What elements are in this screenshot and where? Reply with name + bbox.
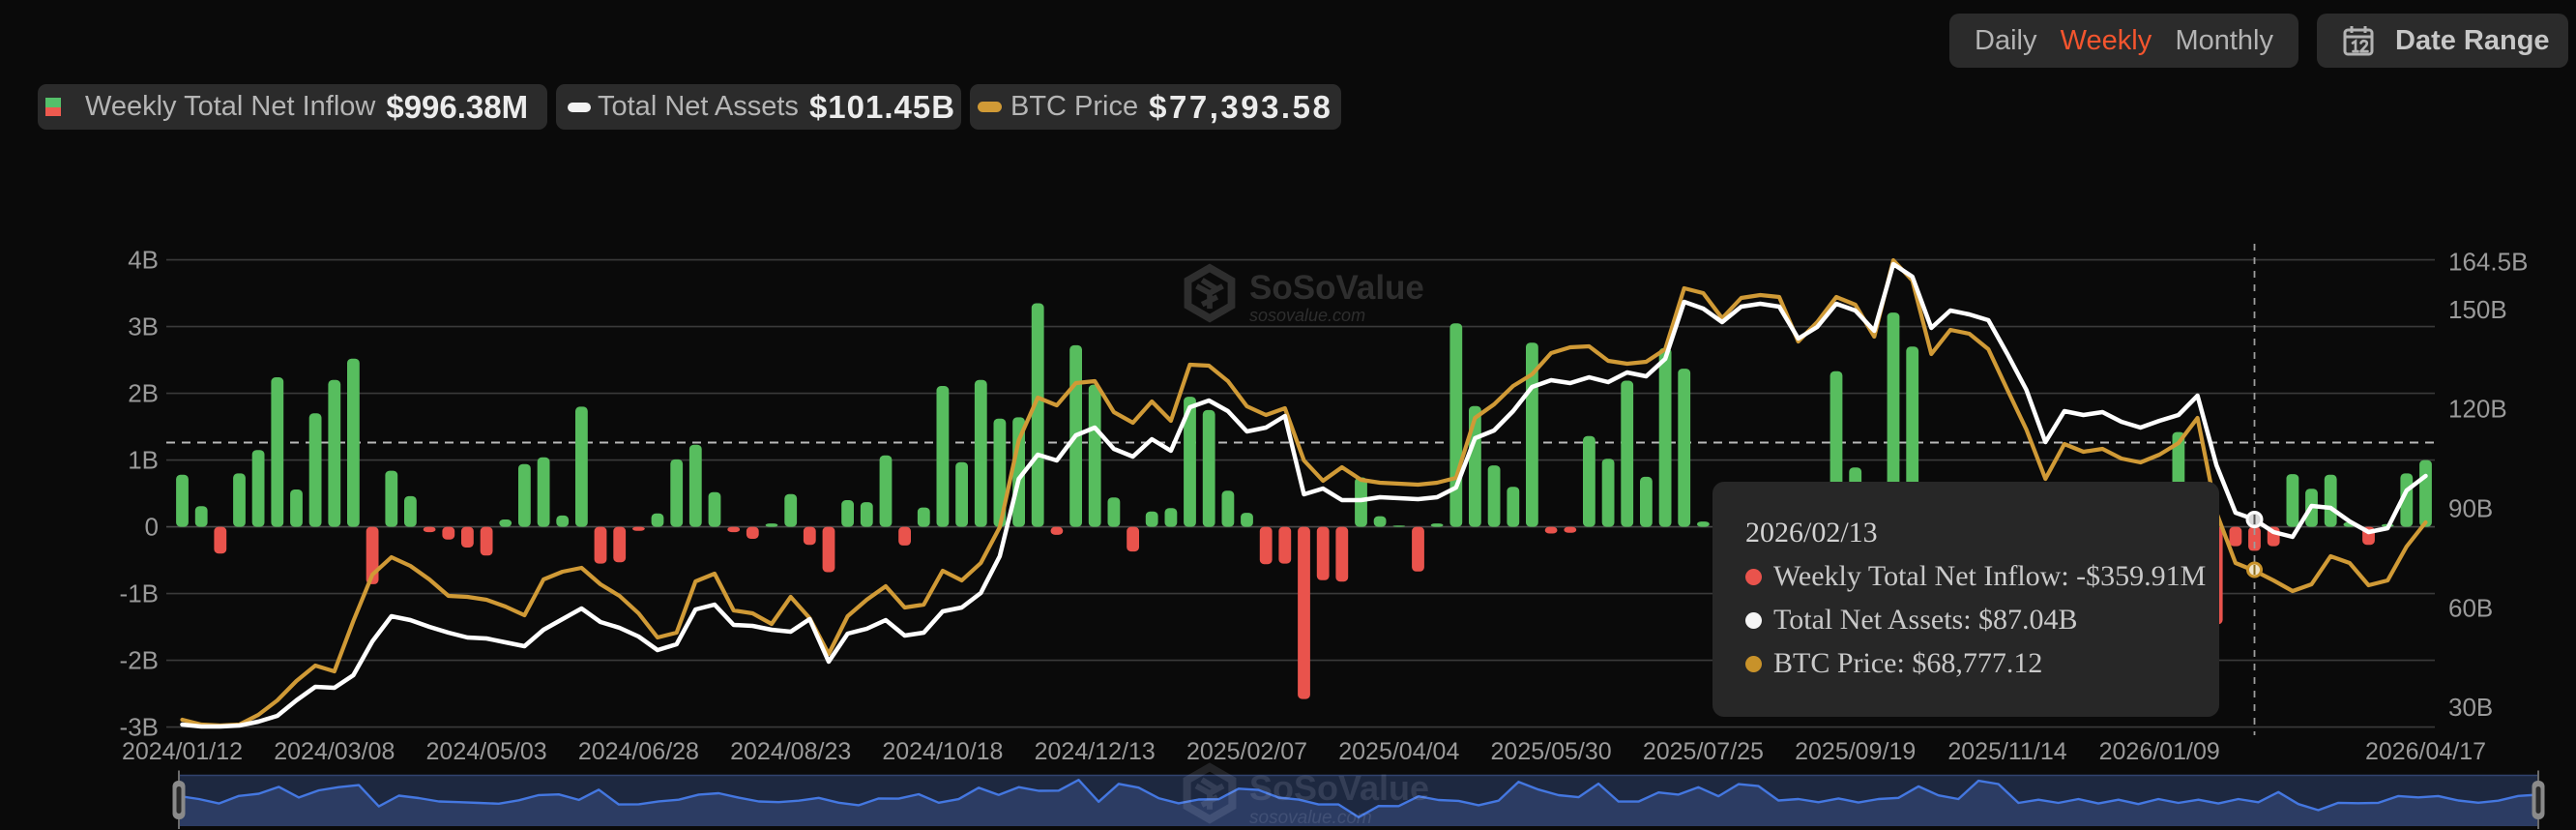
svg-text:SoSoValue: SoSoValue bbox=[1249, 768, 1429, 808]
svg-text:0: 0 bbox=[145, 513, 159, 542]
svg-text:3B: 3B bbox=[128, 312, 159, 341]
svg-text:2025/05/30: 2025/05/30 bbox=[1491, 738, 1612, 765]
svg-text:-3B: -3B bbox=[120, 713, 159, 742]
svg-text:120B: 120B bbox=[2448, 395, 2507, 424]
svg-text:sosovalue.com: sosovalue.com bbox=[1249, 808, 1372, 828]
svg-text:2024/08/23: 2024/08/23 bbox=[730, 738, 851, 765]
svg-text:2025/02/07: 2025/02/07 bbox=[1186, 738, 1307, 765]
svg-text:2026/04/17: 2026/04/17 bbox=[2365, 738, 2486, 765]
svg-text:2024/10/18: 2024/10/18 bbox=[882, 738, 1003, 765]
svg-text:1B: 1B bbox=[128, 446, 159, 475]
svg-text:164.5B: 164.5B bbox=[2448, 247, 2528, 276]
svg-text:2025/11/14: 2025/11/14 bbox=[1947, 738, 2066, 765]
svg-text:2B: 2B bbox=[128, 379, 159, 408]
svg-text:2025/09/19: 2025/09/19 bbox=[1795, 738, 1916, 765]
svg-text:60B: 60B bbox=[2448, 593, 2493, 622]
svg-text:-1B: -1B bbox=[120, 579, 159, 608]
svg-text:SoSoValue: SoSoValue bbox=[1249, 269, 1424, 307]
svg-text:30B: 30B bbox=[2448, 693, 2493, 722]
svg-text:2024/03/08: 2024/03/08 bbox=[274, 738, 395, 765]
svg-text:2024/01/12: 2024/01/12 bbox=[122, 738, 243, 765]
svg-text:-2B: -2B bbox=[120, 646, 159, 675]
svg-text:2024/12/13: 2024/12/13 bbox=[1035, 738, 1156, 765]
svg-text:90B: 90B bbox=[2448, 494, 2493, 523]
svg-text:4B: 4B bbox=[128, 246, 159, 275]
svg-text:2026/01/09: 2026/01/09 bbox=[2099, 738, 2220, 765]
svg-text:2024/06/28: 2024/06/28 bbox=[578, 738, 699, 765]
svg-text:sosovalue.com: sosovalue.com bbox=[1249, 306, 1365, 325]
svg-text:2025/07/25: 2025/07/25 bbox=[1643, 738, 1764, 765]
svg-text:150B: 150B bbox=[2448, 295, 2507, 324]
svg-text:2024/05/03: 2024/05/03 bbox=[426, 738, 547, 765]
svg-text:2025/04/04: 2025/04/04 bbox=[1338, 738, 1459, 765]
